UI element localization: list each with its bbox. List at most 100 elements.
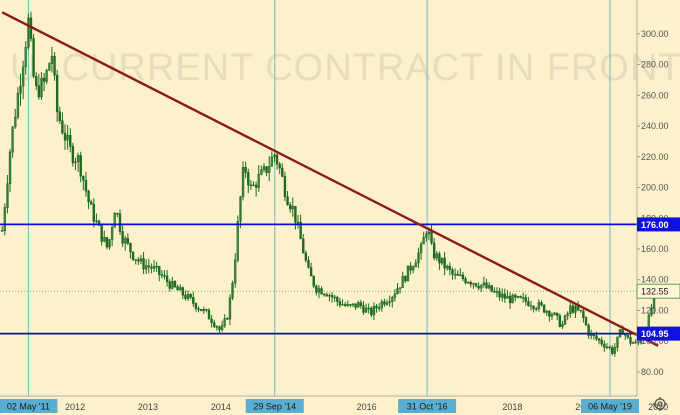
candle-body bbox=[487, 285, 491, 289]
candle-body bbox=[48, 63, 51, 71]
candle-body bbox=[228, 297, 232, 320]
level-label: 176.00 bbox=[641, 220, 669, 230]
candle-body bbox=[194, 303, 198, 309]
candle-body bbox=[315, 285, 318, 293]
candle-body bbox=[561, 323, 564, 328]
candle-body bbox=[584, 317, 588, 326]
candle-body bbox=[87, 190, 90, 203]
candle-body bbox=[281, 167, 284, 177]
candle-body bbox=[95, 220, 98, 223]
candle-body bbox=[608, 346, 611, 349]
candle-body bbox=[409, 265, 412, 271]
candle-body bbox=[247, 172, 250, 186]
candle-body bbox=[71, 146, 75, 164]
candle-body bbox=[529, 305, 533, 307]
candle-body bbox=[461, 274, 465, 280]
candle-body bbox=[385, 302, 389, 305]
candle-body bbox=[11, 126, 14, 153]
candle-body bbox=[42, 77, 46, 82]
y-tick-label: 200.00 bbox=[641, 183, 669, 193]
candle-body bbox=[165, 275, 169, 283]
x-tick-label: 2016 bbox=[357, 402, 377, 412]
candle-body bbox=[498, 291, 501, 298]
candle-body bbox=[205, 308, 208, 311]
vertical-markers bbox=[27, 0, 611, 396]
candle-body bbox=[84, 179, 88, 192]
y-tick-label: 280.00 bbox=[641, 60, 669, 70]
candle-body bbox=[330, 295, 334, 298]
candle-body bbox=[239, 196, 242, 222]
candle-body bbox=[414, 262, 418, 268]
candle-body bbox=[105, 237, 109, 248]
candle-body bbox=[459, 274, 462, 277]
candle-body bbox=[432, 242, 436, 259]
candle-body bbox=[545, 310, 548, 313]
candle-body bbox=[451, 269, 454, 275]
candle-body bbox=[535, 308, 538, 310]
candle-body bbox=[566, 313, 569, 316]
candle-body bbox=[341, 304, 344, 306]
candle-body bbox=[508, 295, 512, 304]
candle-body bbox=[129, 242, 132, 253]
candle-body bbox=[160, 274, 164, 276]
candle-body bbox=[404, 275, 407, 282]
candle-body bbox=[186, 293, 190, 299]
level-label-box bbox=[637, 326, 680, 341]
date-label-box bbox=[0, 399, 58, 413]
y-tick-label: 240.00 bbox=[641, 121, 669, 131]
candle-body bbox=[446, 265, 449, 269]
candle-body bbox=[226, 318, 229, 320]
level-label-box bbox=[637, 217, 680, 232]
candle-body bbox=[393, 293, 397, 298]
candle-body bbox=[158, 266, 161, 275]
candle-body bbox=[595, 335, 598, 340]
candle-body bbox=[569, 305, 572, 314]
candle-body bbox=[92, 204, 96, 222]
candle-body bbox=[37, 85, 41, 98]
candle-body bbox=[176, 286, 179, 291]
candle-body bbox=[304, 252, 308, 261]
candle-body bbox=[438, 253, 441, 264]
candle-body bbox=[163, 275, 166, 277]
y-tick-label: 100.00 bbox=[641, 336, 669, 346]
candle-body bbox=[372, 305, 376, 316]
candle-body bbox=[24, 46, 27, 68]
candle-body bbox=[220, 325, 224, 331]
candle-body bbox=[624, 334, 627, 336]
candle-body bbox=[268, 165, 271, 173]
candle-body bbox=[343, 304, 347, 306]
candle-body bbox=[61, 120, 64, 134]
candle-body bbox=[118, 213, 122, 232]
candle-body bbox=[516, 296, 520, 298]
trendline bbox=[1, 11, 659, 347]
candle-body bbox=[346, 304, 349, 306]
candle-body bbox=[27, 17, 30, 48]
date-label: 06 May '19 bbox=[588, 402, 632, 412]
candle-body bbox=[35, 76, 38, 86]
candle-body bbox=[322, 293, 326, 296]
candle-body bbox=[524, 297, 527, 302]
settings-icon[interactable] bbox=[653, 397, 667, 411]
candle-body bbox=[558, 315, 562, 328]
candle-body bbox=[582, 310, 585, 319]
candle-body bbox=[179, 287, 182, 291]
y-tick-label: 220.00 bbox=[641, 152, 669, 162]
candle-body bbox=[367, 307, 370, 310]
candle-body bbox=[412, 266, 415, 271]
candle-body bbox=[283, 176, 287, 198]
candle-body bbox=[527, 301, 530, 306]
candle-body bbox=[430, 231, 433, 244]
candle-body bbox=[278, 163, 281, 169]
candle-body bbox=[357, 302, 360, 308]
candle-body bbox=[477, 285, 480, 289]
candle-body bbox=[511, 294, 514, 304]
candle-body bbox=[422, 237, 425, 245]
candle-body bbox=[406, 265, 410, 282]
x-tick-label: 2018 bbox=[502, 402, 522, 412]
candle-body bbox=[155, 266, 158, 268]
candle-body bbox=[448, 265, 452, 271]
candle-body bbox=[207, 309, 211, 320]
candle-body bbox=[45, 70, 48, 82]
candle-body bbox=[89, 201, 93, 205]
candle-body bbox=[16, 92, 20, 118]
